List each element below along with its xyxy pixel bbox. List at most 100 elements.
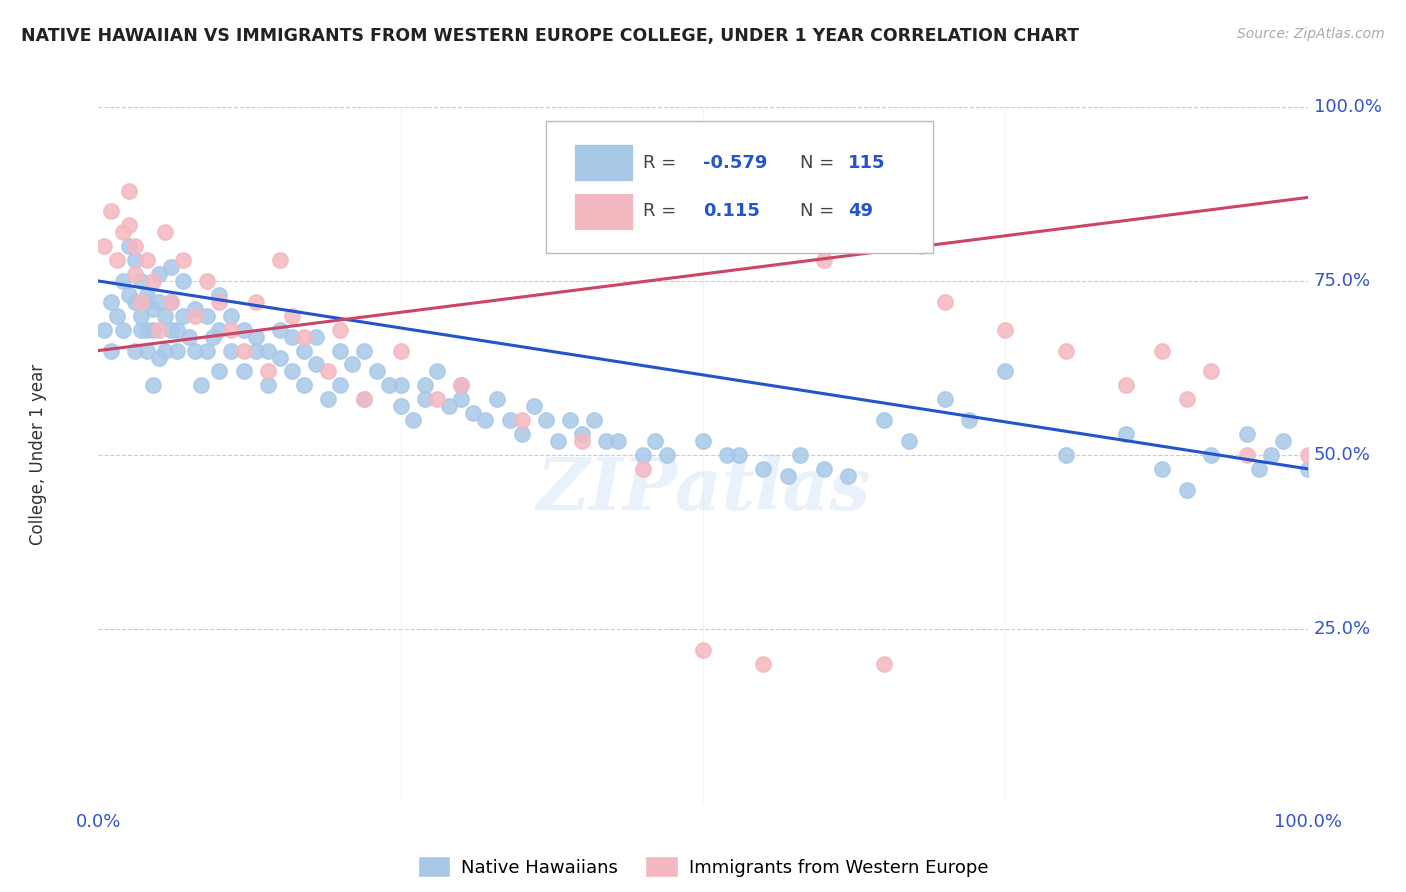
Point (172, 309, 194, 323)
Point (474, 413, 496, 427)
Point (1199, 364, 1222, 378)
Point (118, 219, 141, 233)
Point (1236, 448, 1258, 462)
Point (1115, 378, 1137, 392)
Text: -0.579: -0.579 (703, 153, 768, 171)
Point (208, 323, 231, 337)
Point (1175, 392, 1198, 407)
Point (426, 392, 449, 407)
Point (655, 448, 678, 462)
Point (172, 253, 194, 268)
Point (402, 413, 425, 427)
Point (129, 309, 152, 323)
Point (692, 434, 714, 448)
Point (100, 204, 122, 219)
Point (93, 239, 115, 253)
Point (305, 358, 328, 372)
Point (160, 294, 183, 309)
FancyBboxPatch shape (574, 144, 633, 181)
Point (1272, 434, 1295, 448)
Point (281, 309, 304, 323)
Point (837, 468, 859, 483)
Point (166, 343, 188, 358)
Point (232, 323, 254, 337)
Point (232, 364, 254, 378)
Point (692, 642, 714, 657)
Point (124, 343, 146, 358)
Point (184, 301, 207, 316)
Point (160, 260, 183, 274)
Point (1054, 448, 1077, 462)
Point (342, 358, 364, 372)
Point (100, 294, 122, 309)
Point (450, 378, 472, 392)
Point (752, 657, 775, 671)
Point (142, 274, 165, 288)
Point (716, 448, 738, 462)
Point (752, 462, 775, 476)
Text: R =: R = (643, 153, 682, 171)
Point (316, 364, 339, 378)
Point (389, 399, 412, 413)
Point (148, 323, 170, 337)
Point (124, 294, 146, 309)
Point (245, 343, 267, 358)
Point (450, 378, 472, 392)
Text: 49: 49 (848, 202, 873, 220)
Point (389, 343, 412, 358)
Point (142, 323, 165, 337)
Point (813, 462, 835, 476)
Point (135, 343, 157, 358)
Point (329, 323, 352, 337)
Point (957, 413, 980, 427)
Point (486, 392, 509, 407)
Point (281, 364, 304, 378)
Point (184, 343, 207, 358)
Point (148, 267, 170, 281)
Point (1260, 448, 1282, 462)
Point (571, 427, 593, 442)
Point (135, 294, 157, 309)
Point (208, 364, 231, 378)
Point (523, 399, 546, 413)
Point (644, 434, 666, 448)
Point (100, 343, 122, 358)
Point (994, 323, 1017, 337)
Point (124, 253, 146, 268)
Point (1175, 483, 1198, 497)
Text: NATIVE HAWAIIAN VS IMMIGRANTS FROM WESTERN EUROPE COLLEGE, UNDER 1 YEAR CORRELAT: NATIVE HAWAIIAN VS IMMIGRANTS FROM WESTE… (21, 27, 1078, 45)
Text: 100.0%: 100.0% (1313, 98, 1382, 116)
Point (105, 253, 128, 268)
Point (366, 364, 388, 378)
Point (135, 288, 157, 302)
Point (450, 392, 472, 407)
Point (583, 413, 606, 427)
Point (1115, 427, 1137, 442)
Point (195, 274, 218, 288)
Point (160, 294, 183, 309)
Point (269, 351, 291, 365)
Point (142, 301, 165, 316)
Text: N =: N = (800, 153, 839, 171)
Point (426, 364, 449, 378)
Point (463, 406, 485, 420)
Point (129, 323, 152, 337)
Point (118, 184, 141, 198)
Text: Source: ZipAtlas.com: Source: ZipAtlas.com (1237, 27, 1385, 41)
Point (377, 378, 399, 392)
Point (329, 343, 352, 358)
Point (595, 434, 617, 448)
Text: 0.115: 0.115 (703, 202, 759, 220)
Point (245, 294, 267, 309)
Point (118, 239, 141, 253)
Point (93, 323, 115, 337)
Point (776, 468, 799, 483)
Text: College, Under 1 year: College, Under 1 year (30, 364, 46, 546)
Point (153, 225, 176, 239)
Point (316, 392, 339, 407)
Point (245, 329, 267, 343)
Point (631, 462, 654, 476)
Point (124, 267, 146, 281)
Point (129, 274, 152, 288)
Text: N =: N = (800, 202, 839, 220)
